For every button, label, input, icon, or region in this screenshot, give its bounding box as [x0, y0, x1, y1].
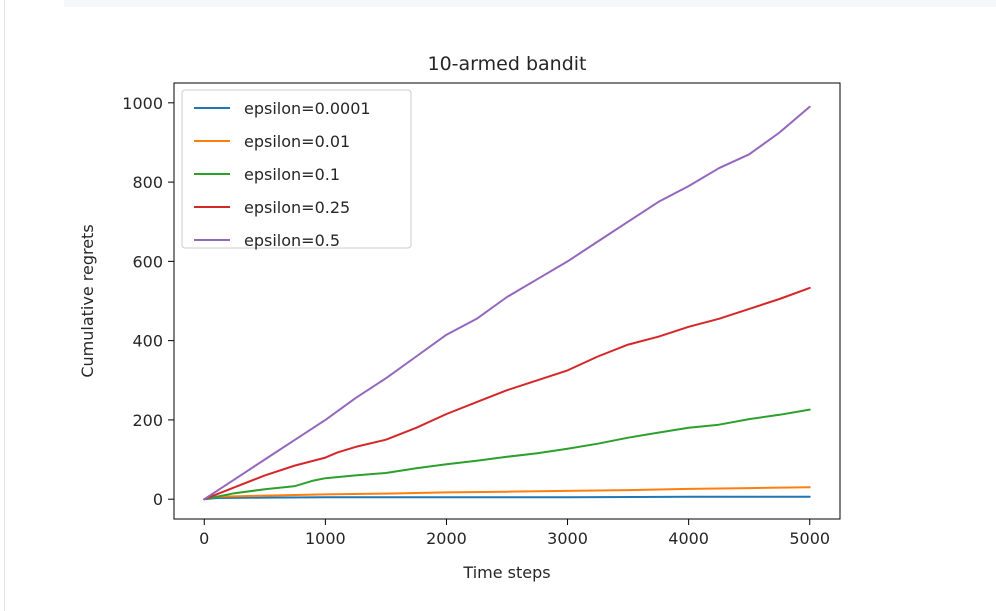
x-tick-label-1: 1000	[305, 529, 346, 548]
notebook-cell-left-border	[4, 0, 5, 611]
legend-box	[181, 89, 412, 249]
y-tick-label-4: 800	[132, 173, 163, 192]
notebook-cell-top-bar	[64, 0, 996, 7]
x-tick-label-0: 0	[199, 529, 209, 548]
legend-label-2: epsilon=0.1	[244, 165, 340, 184]
y-tick-label-5: 1000	[122, 94, 163, 113]
y-tick-label-3: 600	[132, 252, 163, 271]
y-axis-label: Cumulative regrets	[78, 224, 97, 377]
series-line-3	[203, 286, 811, 501]
legend: epsilon=0.0001 epsilon=0.01 epsilon=0.1 eps…	[181, 89, 412, 250]
series-line-2	[203, 408, 811, 501]
axis-ticks: 0 1000 2000 3000 4000 5000 0 200 400 600 800 1000	[122, 94, 830, 548]
plot-frame	[173, 82, 841, 520]
x-tick-label-2: 2000	[426, 529, 467, 548]
x-axis-label: Time steps	[462, 563, 550, 582]
series-layer	[203, 105, 811, 501]
series-line-0	[203, 495, 811, 501]
series-line-1	[203, 486, 811, 501]
legend-label-0: epsilon=0.0001	[244, 99, 371, 118]
y-tick-label-1: 200	[132, 411, 163, 430]
y-tick-label-2: 400	[132, 332, 163, 351]
series-line-4	[203, 105, 811, 501]
x-tick-label-5: 5000	[789, 529, 830, 548]
x-tick-label-3: 3000	[547, 529, 588, 548]
y-tick-label-0: 0	[153, 490, 163, 509]
x-tick-label-4: 4000	[668, 529, 709, 548]
chart-title: 10-armed bandit	[428, 53, 587, 75]
legend-label-4: epsilon=0.5	[244, 231, 340, 250]
legend-label-3: epsilon=0.25	[244, 198, 350, 217]
legend-label-1: epsilon=0.01	[244, 132, 350, 151]
